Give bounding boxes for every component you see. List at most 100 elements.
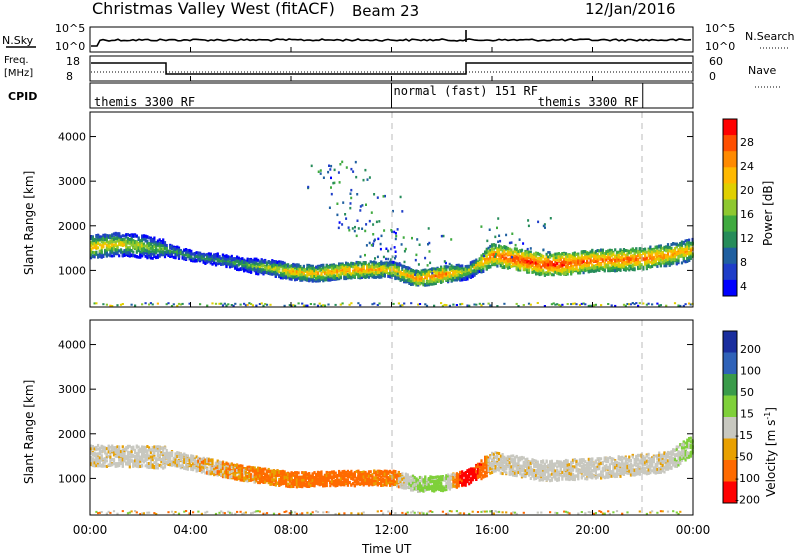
power-cell <box>214 261 218 265</box>
power-cell <box>366 266 369 270</box>
power-cell <box>251 259 254 263</box>
power-cell <box>271 264 274 268</box>
power-cell <box>584 250 587 254</box>
power-cell <box>311 270 314 274</box>
power-cell <box>406 268 409 272</box>
power-cell <box>214 254 218 258</box>
power-cell <box>100 248 103 252</box>
power-cell <box>257 272 260 276</box>
power-cell <box>512 258 515 262</box>
power-cell <box>577 268 580 272</box>
power-cell <box>556 265 559 269</box>
power-cell <box>202 260 205 264</box>
power-cell <box>172 248 175 252</box>
power-cell <box>629 261 633 264</box>
power-cell <box>492 259 495 263</box>
power-cell <box>640 249 643 253</box>
power-cell <box>399 195 402 199</box>
power-cell <box>121 254 124 257</box>
power-cell <box>151 252 154 256</box>
power-cell <box>144 254 147 258</box>
power-cell <box>522 266 525 270</box>
power-cell <box>306 263 309 267</box>
power-cell <box>376 265 379 268</box>
power-cell <box>376 196 379 199</box>
power-cell <box>267 266 270 270</box>
power-cell <box>494 259 497 263</box>
power-cell <box>679 249 682 253</box>
power-cell <box>394 237 397 241</box>
power-cell <box>274 262 277 266</box>
power-cell <box>104 241 107 245</box>
power-cell <box>441 268 444 272</box>
power-cell <box>642 302 645 305</box>
power-cell <box>162 238 165 242</box>
power-cell <box>651 248 654 251</box>
power-cell <box>564 264 568 268</box>
power-cell <box>461 278 464 282</box>
power-cell <box>116 234 119 238</box>
power-cell <box>578 267 582 271</box>
power-cell <box>434 267 437 271</box>
power-cell <box>484 258 487 261</box>
power-cell <box>511 232 514 235</box>
power-cell <box>112 232 116 236</box>
power-cell <box>633 255 636 259</box>
power-cell <box>378 273 381 277</box>
power-cell <box>603 265 606 268</box>
power-cell <box>328 206 331 209</box>
power-cell <box>447 271 450 275</box>
power-cell <box>313 279 316 283</box>
power-cell <box>489 265 492 269</box>
power-cell <box>228 263 232 267</box>
power-cell <box>501 265 504 269</box>
power-cell <box>285 270 288 274</box>
power-cell <box>552 257 555 260</box>
power-cell <box>513 255 517 259</box>
power-cell <box>526 269 529 273</box>
power-cell <box>517 305 520 307</box>
power-cell <box>162 241 165 245</box>
power-cell <box>132 241 135 245</box>
power-cell <box>90 237 93 241</box>
power-cell <box>520 256 524 260</box>
power-cell <box>349 206 352 210</box>
power-cell <box>372 244 374 247</box>
power-cell <box>169 255 172 258</box>
power-cell <box>610 262 613 265</box>
power-cell <box>399 304 402 307</box>
power-cell <box>603 269 606 273</box>
power-cell <box>424 276 427 280</box>
power-cell <box>387 274 390 278</box>
power-cell <box>163 255 167 259</box>
power-cell <box>98 253 101 257</box>
power-cell <box>121 250 124 254</box>
power-cell <box>330 277 334 281</box>
power-cell <box>128 252 131 256</box>
power-cell <box>424 271 427 275</box>
power-cell <box>322 269 325 273</box>
power-cell <box>323 271 327 275</box>
power-cell <box>519 260 522 264</box>
power-cell <box>659 262 662 266</box>
power-cell <box>313 273 316 277</box>
power-cell <box>508 266 511 270</box>
power-cell <box>651 256 654 260</box>
power-cell <box>680 240 684 244</box>
power-cell <box>109 245 112 249</box>
power-cell <box>378 270 381 274</box>
power-cell <box>137 245 140 249</box>
power-cell <box>596 255 599 259</box>
power-cell <box>614 258 617 262</box>
power-cell <box>425 276 429 280</box>
power-cell <box>443 260 446 263</box>
power-cell <box>141 247 144 251</box>
power-cell <box>410 280 413 284</box>
power-cell <box>556 303 559 306</box>
power-cell <box>346 262 349 266</box>
power-cell <box>450 274 453 278</box>
power-cell <box>607 250 610 254</box>
power-cell <box>608 256 611 260</box>
power-cell <box>362 264 365 268</box>
power-cell <box>345 273 348 277</box>
